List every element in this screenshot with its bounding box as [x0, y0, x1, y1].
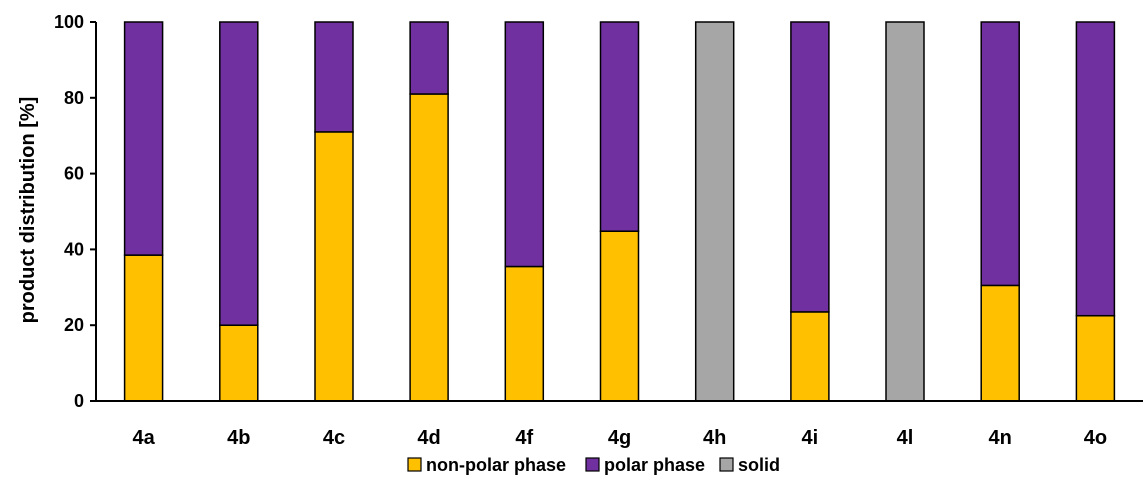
y-tick-label: 100 [54, 12, 84, 32]
y-tick-label: 0 [74, 391, 84, 411]
x-tick-label: 4b [227, 427, 250, 449]
x-tick-label: 4d [417, 427, 440, 449]
legend-swatch-non-polar-phase [407, 457, 422, 472]
x-category-labels: 4a 4b 4c 4d 4f 4g 4h 4i 4l 4n 4o [132, 427, 1107, 449]
bar-4o-non-polar-phase [1075, 314, 1116, 402]
bar-4g-non-polar-phase [599, 230, 640, 402]
y-tick-label: 20 [64, 315, 84, 335]
legend-label-polar-phase: polar phase [604, 455, 705, 475]
y-tick-label: 40 [64, 239, 84, 259]
x-tick-label: 4g [608, 427, 631, 449]
bar-4n-non-polar-phase [980, 284, 1020, 402]
bar-4b-polar-phase [219, 21, 259, 326]
bar-4f-polar-phase [504, 21, 545, 268]
bars-layer [123, 21, 1116, 402]
x-tick-label: 4a [132, 427, 155, 449]
y-tick-label: 60 [64, 164, 84, 184]
legend-swatch-solid [719, 457, 734, 472]
y-axis-title: product distribution [%] [17, 97, 39, 324]
bar-4f-non-polar-phase [504, 265, 545, 402]
y-tick-label: 80 [64, 88, 84, 108]
x-tick-label: 4f [515, 427, 533, 449]
bar-4i-polar-phase [790, 21, 830, 313]
bar-4g-polar-phase [599, 21, 640, 232]
x-tick-label: 4c [323, 427, 345, 449]
bar-4a-non-polar-phase [123, 254, 164, 402]
bar-4n-polar-phase [980, 21, 1020, 287]
bar-4c-polar-phase [314, 21, 354, 133]
x-tick-label: 4o [1084, 427, 1107, 449]
x-tick-label: 4n [989, 427, 1012, 449]
legend-swatch-polar-phase [585, 457, 600, 472]
bar-4d-polar-phase [409, 21, 449, 95]
bar-4c-non-polar-phase [314, 131, 354, 402]
bar-4l-solid [885, 21, 925, 402]
bar-4a-polar-phase [123, 21, 164, 256]
bar-4i-non-polar-phase [790, 311, 830, 402]
bar-4o-polar-phase [1075, 21, 1116, 317]
legend-label-solid: solid [738, 455, 780, 475]
legend: non-polar phase polar phase solid [407, 455, 780, 475]
bar-4b-non-polar-phase [219, 324, 259, 402]
x-tick-label: 4i [802, 427, 819, 449]
x-tick-label: 4h [703, 427, 726, 449]
legend-label-non-polar-phase: non-polar phase [426, 455, 566, 475]
bar-4h-solid [694, 21, 735, 402]
y-ticks: 0 20 40 60 80 100 [54, 12, 96, 411]
bar-4d-non-polar-phase [409, 93, 449, 402]
x-tick-label: 4l [897, 427, 914, 449]
axes-layer [95, 22, 1143, 402]
